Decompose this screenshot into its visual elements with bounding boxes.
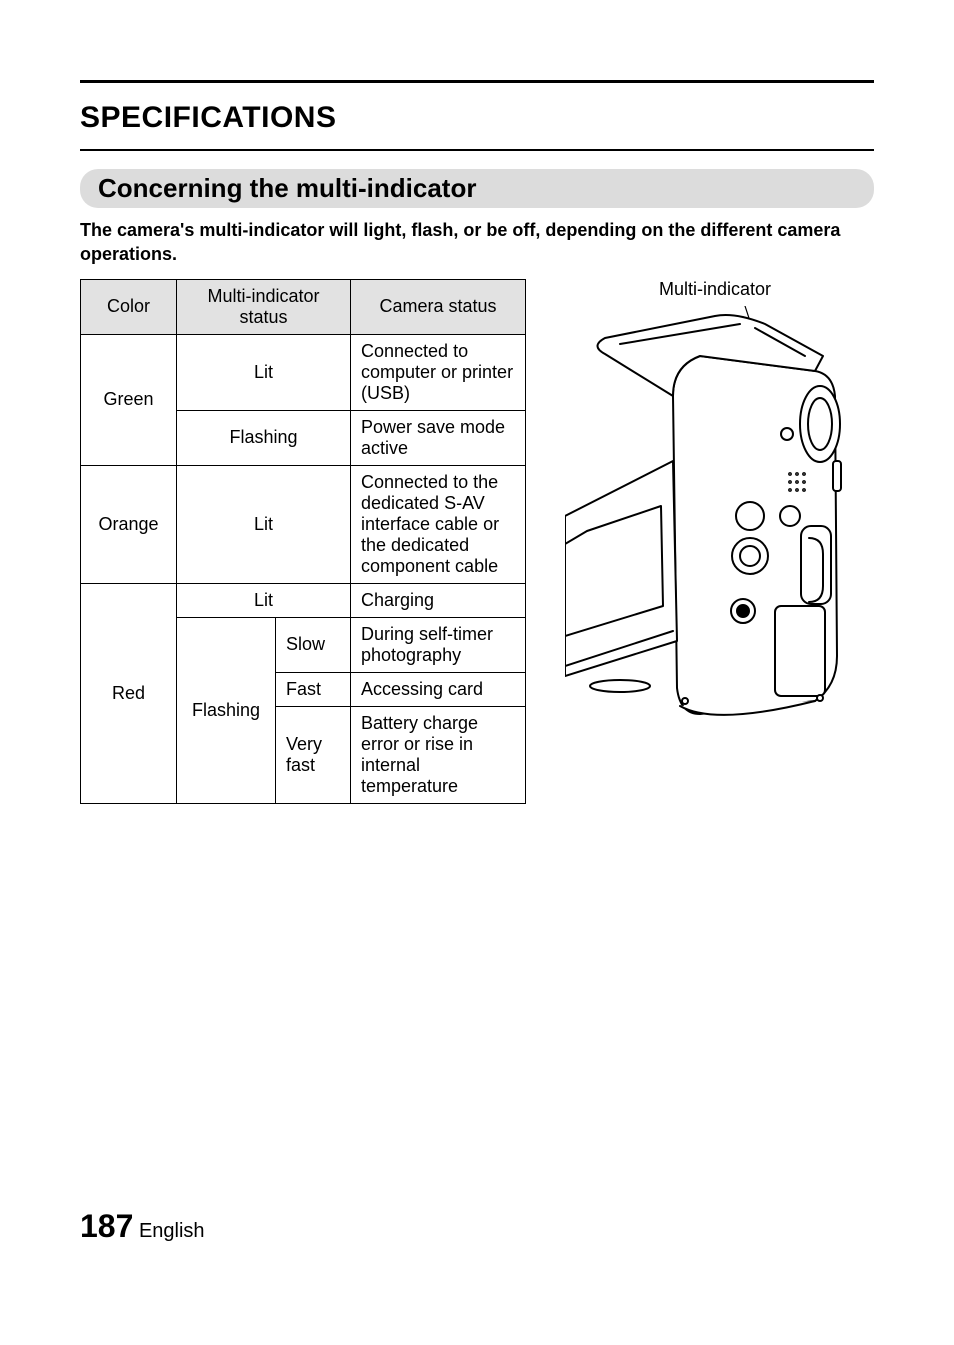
- cell-green-lit-camera: Connected to computer or printer (USB): [351, 334, 526, 410]
- cell-red-color: Red: [81, 583, 177, 803]
- intro-text: The camera's multi-indicator will light,…: [80, 218, 874, 267]
- section-title-bar: Concerning the multi-indicator: [80, 169, 874, 208]
- table-header-row: Color Multi-indicator status Camera stat…: [81, 279, 526, 334]
- table-row: Green Lit Connected to computer or print…: [81, 334, 526, 410]
- cell-orange-lit-camera: Connected to the dedicated S-AV interfac…: [351, 465, 526, 583]
- header-color: Color: [81, 279, 177, 334]
- content-row: Color Multi-indicator status Camera stat…: [80, 279, 874, 804]
- table-row: Red Lit Charging: [81, 583, 526, 617]
- page-footer: 187 English: [80, 1208, 205, 1245]
- cell-red-lit-status: Lit: [177, 583, 351, 617]
- cell-red-fast-label: Fast: [276, 672, 351, 706]
- figure-label: Multi-indicator: [659, 279, 771, 300]
- camera-illustration: [565, 306, 865, 746]
- cell-red-flash-status: Flashing: [177, 617, 276, 803]
- section-title: Concerning the multi-indicator: [98, 173, 856, 204]
- cell-red-lit-camera: Charging: [351, 583, 526, 617]
- bottom-rule: [80, 149, 874, 151]
- page-title: SPECIFICATIONS: [80, 101, 874, 135]
- cell-red-slow-label: Slow: [276, 617, 351, 672]
- cell-green-color: Green: [81, 334, 177, 465]
- cell-red-veryfast-label: Very fast: [276, 706, 351, 803]
- header-status: Multi-indicator status: [177, 279, 351, 334]
- multi-indicator-table: Color Multi-indicator status Camera stat…: [80, 279, 526, 804]
- cell-orange-lit-status: Lit: [177, 465, 351, 583]
- table-row: Orange Lit Connected to the dedicated S-…: [81, 465, 526, 583]
- top-rule: [80, 80, 874, 83]
- figure-column: Multi-indicator: [556, 279, 874, 746]
- cell-green-lit-status: Lit: [177, 334, 351, 410]
- cell-red-fast-camera: Accessing card: [351, 672, 526, 706]
- header-camera-status: Camera status: [351, 279, 526, 334]
- cell-red-slow-camera: During self-timer photography: [351, 617, 526, 672]
- cell-green-flash-status: Flashing: [177, 410, 351, 465]
- cell-green-flash-camera: Power save mode active: [351, 410, 526, 465]
- cell-red-veryfast-camera: Battery charge error or rise in internal…: [351, 706, 526, 803]
- cell-orange-color: Orange: [81, 465, 177, 583]
- page-language: English: [139, 1220, 205, 1242]
- page-number: 187: [80, 1208, 133, 1244]
